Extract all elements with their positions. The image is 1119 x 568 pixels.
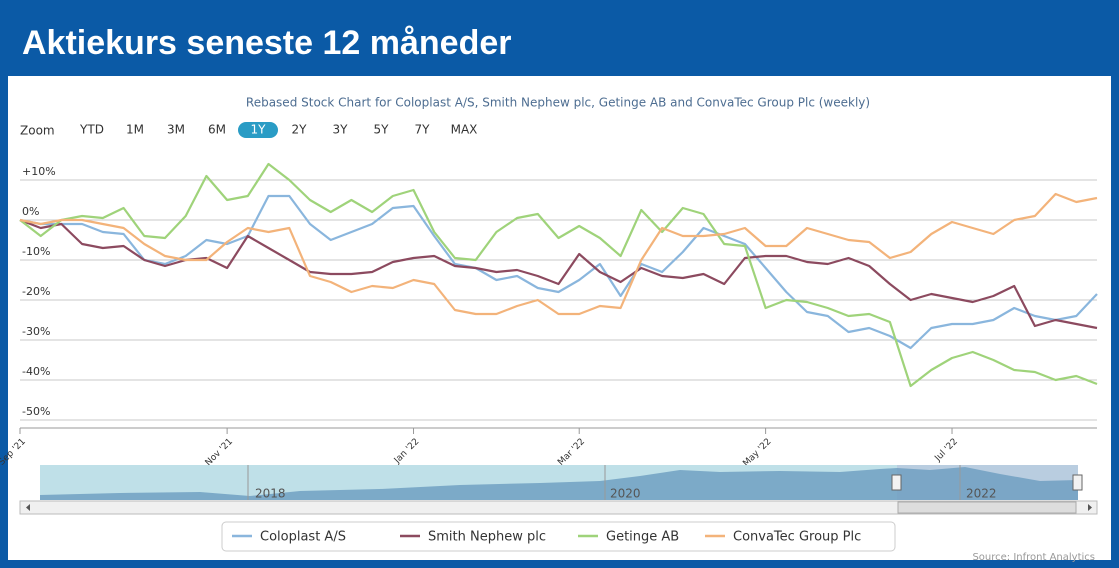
y-tick-label: -20%: [22, 285, 50, 298]
y-tick-label: -10%: [22, 245, 50, 258]
navigator-handle[interactable]: [1072, 474, 1083, 491]
y-tick-label: -30%: [22, 325, 50, 338]
legend-items: Coloplast A/S Smith Nephew plc Getinge AB C…: [232, 530, 861, 545]
header-title: Aktiekurs seneste 12 måneder: [22, 24, 511, 62]
zoom-label: Zoom: [20, 124, 55, 138]
legend-label[interactable]: Coloplast A/S: [260, 530, 346, 545]
y-tick-label: +10%: [22, 165, 56, 178]
legend-label[interactable]: Getinge AB: [606, 530, 679, 545]
zoom-button[interactable]: YTD: [79, 123, 104, 137]
y-tick-label: -50%: [22, 405, 50, 418]
chart-subtitle: Rebased Stock Chart for Coloplast A/S, S…: [246, 96, 870, 110]
navigator-label: 2022: [966, 487, 997, 501]
legend-label[interactable]: ConvaTec Group Plc: [733, 530, 861, 545]
y-tick-label: -40%: [22, 365, 50, 378]
navigator-label: 2020: [610, 487, 641, 501]
zoom-button[interactable]: 7Y: [415, 123, 431, 137]
navigator-area: [40, 467, 1078, 500]
series-line: [19, 192, 1098, 316]
zoom-button[interactable]: 1M: [126, 123, 144, 137]
zoom-button[interactable]: MAX: [451, 123, 478, 137]
series-line: [19, 162, 1098, 388]
zoom-button[interactable]: 3M: [167, 123, 185, 137]
series-line: [19, 194, 1098, 350]
zoom-selected: [238, 122, 278, 138]
navigator: 2018 2020 2022: [19, 465, 1098, 515]
series-line: [19, 218, 1098, 330]
zoom-buttons: YTD 1M 3M 6M 1Y 2Y 3Y 5Y 7Y MAX: [79, 122, 477, 138]
legend: [221, 521, 896, 552]
zoom-button[interactable]: 6M: [208, 123, 226, 137]
scrollbar[interactable]: [19, 500, 1098, 515]
scrollbar-thumb[interactable]: [897, 501, 1077, 514]
navigator-label: 2018: [255, 487, 286, 501]
zoom-button[interactable]: 1Y: [251, 123, 267, 137]
zoom-button[interactable]: 3Y: [333, 123, 349, 137]
y-tick-label: 0%: [22, 205, 39, 218]
navigator-handle[interactable]: [891, 474, 902, 491]
plot: +10%0%-10%-20%-30%-40%-50%Sep '21 Nov '21…: [0, 162, 1098, 469]
zoom-button[interactable]: 5Y: [374, 123, 390, 137]
zoom-button[interactable]: 2Y: [292, 123, 308, 137]
legend-label[interactable]: Smith Nephew plc: [428, 530, 546, 545]
source: Source: Infront Analytics: [972, 552, 1095, 563]
